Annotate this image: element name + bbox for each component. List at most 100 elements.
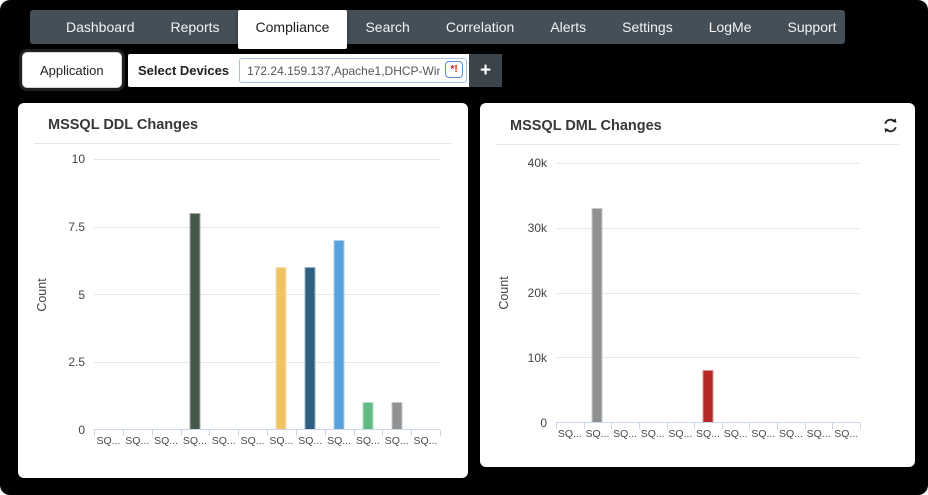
x-axis-tick	[694, 423, 696, 429]
x-axis-tick	[94, 430, 95, 436]
gridline	[556, 163, 860, 164]
y-axis-title: Count	[35, 277, 49, 312]
y-axis-title-cell: Count	[494, 163, 514, 423]
x-axis-tick	[353, 430, 355, 436]
x-axis-tick	[122, 430, 124, 436]
y-tick-label: 0	[540, 416, 547, 430]
tab-compliance[interactable]: Compliance	[237, 10, 348, 49]
x-axis-tick	[440, 430, 441, 436]
gridline	[94, 361, 440, 363]
x-tick-label: SQ...	[327, 435, 351, 447]
x-axis-tick	[151, 430, 153, 436]
x-tick-label: SQ...	[834, 428, 859, 440]
tab-alerts[interactable]: Alerts	[550, 19, 587, 35]
category-slot	[382, 159, 411, 429]
tab-dashboard[interactable]: Dashboard	[66, 19, 135, 35]
ddl-changes-panel: MSSQL DDL Changes Count 0 2.5 5 7.5 10 SQ... SQ…	[18, 103, 468, 478]
category-slot	[556, 163, 584, 422]
gridline	[94, 226, 440, 228]
panel-header: MSSQL DDL Changes	[18, 103, 468, 143]
x-axis-tick	[267, 430, 268, 436]
x-tick-label: SQ...	[640, 428, 665, 440]
gridline	[556, 357, 860, 359]
bar[interactable]	[304, 267, 316, 429]
add-device-button[interactable]: +	[469, 54, 503, 87]
x-axis-tick	[324, 430, 326, 436]
category-slot	[694, 163, 722, 422]
bar[interactable]	[591, 208, 603, 422]
category-slot	[267, 159, 296, 429]
x-axis-tick	[804, 423, 806, 429]
y-axis-title: Count	[497, 276, 511, 310]
tab-settings[interactable]: Settings	[622, 19, 673, 35]
x-axis-tick	[180, 430, 182, 436]
x-tick-label: SQ...	[557, 428, 582, 440]
category-slot	[152, 159, 181, 429]
x-tick-label: SQ...	[182, 435, 207, 447]
x-axis-tick	[832, 423, 834, 429]
gridline	[556, 227, 860, 229]
top-navbar: Dashboard Reports Compliance Search Correlat…	[30, 10, 845, 49]
application-button[interactable]: Application	[22, 52, 122, 88]
category-slot	[832, 163, 860, 422]
plot-area	[94, 159, 441, 436]
panel-header: MSSQL DML Changes	[480, 103, 915, 144]
y-tick-label: 7.5	[68, 219, 85, 234]
y-tick-label: 10k	[527, 351, 547, 365]
x-axis-tick	[382, 430, 384, 436]
devices-input-wrap: *!	[239, 58, 468, 83]
tab-support[interactable]: Support	[787, 19, 837, 35]
bar[interactable]	[275, 267, 287, 429]
tab-logme[interactable]: LogMe	[708, 19, 752, 35]
device-filter-strip: Select Devices *! +	[128, 54, 503, 87]
category-slot	[411, 159, 440, 429]
tab-reports[interactable]: Reports	[170, 19, 220, 35]
bar[interactable]	[333, 240, 345, 429]
y-tick-label: 30k	[527, 221, 547, 235]
bar[interactable]	[362, 402, 374, 429]
category-slot	[209, 159, 238, 429]
gridline	[94, 159, 440, 160]
x-axis-tick	[860, 423, 861, 429]
bar[interactable]	[702, 370, 714, 422]
refresh-icon[interactable]	[882, 117, 899, 134]
bar[interactable]	[391, 402, 403, 429]
y-tick-label: 2.5	[68, 355, 85, 370]
x-tick-label: SQ...	[240, 435, 265, 447]
x-tick-label: SQ...	[696, 428, 720, 440]
x-axis-tick	[583, 423, 585, 429]
tab-correlation[interactable]: Correlation	[445, 19, 515, 35]
x-axis-tick	[611, 423, 613, 429]
header-divider	[34, 143, 452, 144]
category-slot	[584, 163, 612, 422]
category-slot	[777, 163, 805, 422]
y-tick-label: 0	[78, 423, 85, 437]
x-axis-tick	[777, 423, 779, 429]
bar-slots	[556, 163, 860, 422]
panel-title: MSSQL DDL Changes	[48, 117, 199, 133]
panel-title: MSSQL DML Changes	[510, 117, 662, 134]
x-tick-label: SQ...	[96, 435, 121, 447]
bar-slots	[94, 159, 440, 429]
x-axis-labels: SQ... SQ... SQ... SQ... SQ... SQ... SQ... SQ...…	[94, 430, 440, 452]
x-axis-tick	[238, 430, 240, 436]
header-divider	[496, 144, 899, 145]
tab-search[interactable]: Search	[365, 19, 410, 35]
devices-input[interactable]	[239, 58, 468, 83]
category-slot	[353, 159, 382, 429]
dml-changes-panel: MSSQL DML Changes Count 0 10k 20k 30k 40k SQ..…	[480, 103, 915, 467]
y-tick-label: 20k	[527, 286, 547, 300]
category-slot	[722, 163, 750, 422]
y-axis: 0 2.5 5 7.5 10	[52, 152, 94, 437]
required-badge-icon: *!	[445, 61, 464, 78]
x-axis-tick	[749, 423, 751, 429]
x-axis-tick	[411, 430, 413, 436]
x-axis-tick	[295, 430, 297, 436]
x-axis-tick	[638, 423, 640, 429]
y-tick-label: 40k	[527, 156, 547, 170]
bar[interactable]	[189, 213, 201, 429]
y-tick-label: 5	[78, 287, 85, 302]
x-tick-label: SQ...	[211, 435, 236, 447]
select-devices-button[interactable]: Select Devices	[138, 63, 230, 78]
